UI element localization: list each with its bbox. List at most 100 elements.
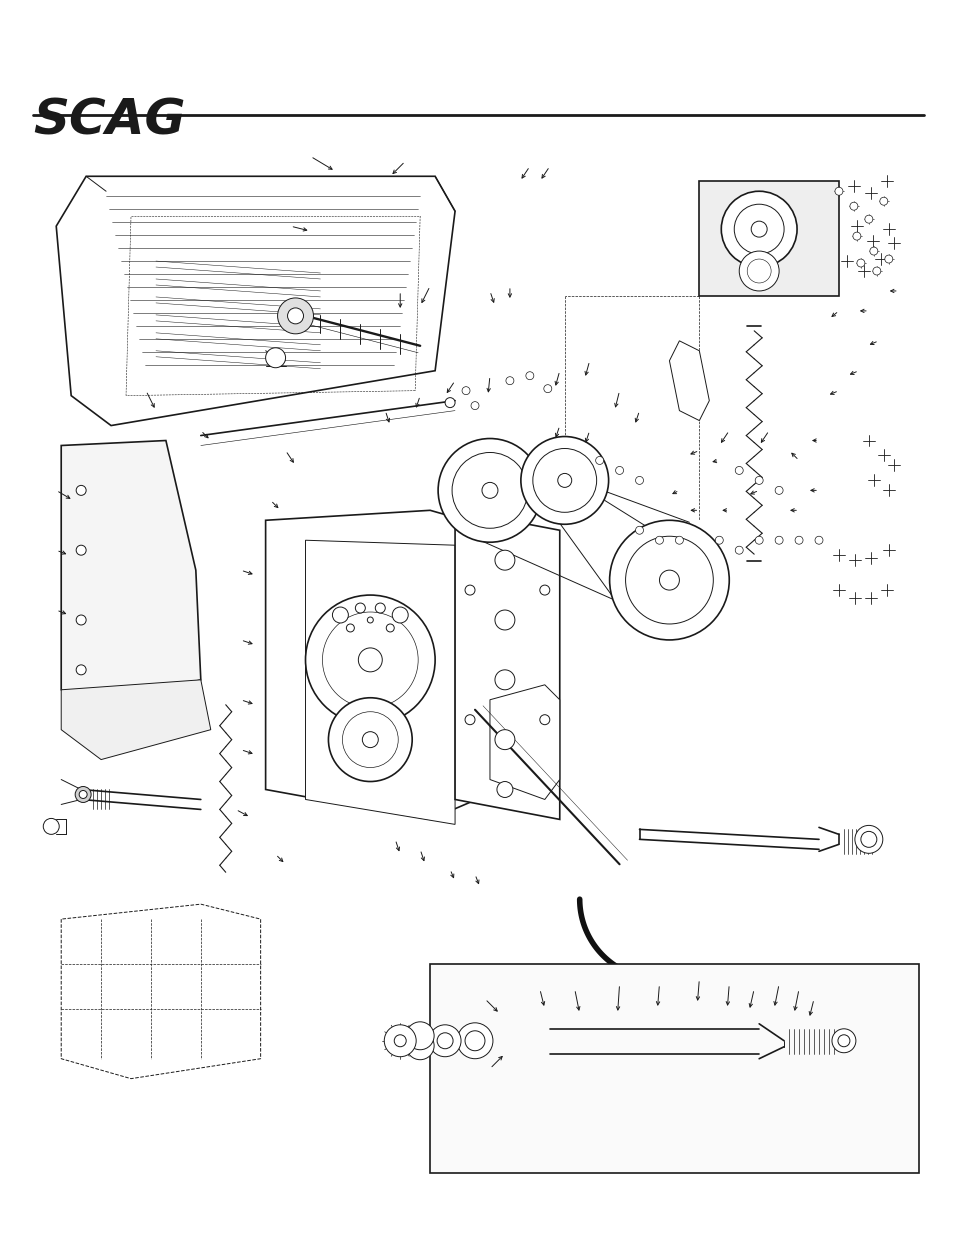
Circle shape bbox=[332, 608, 348, 622]
Polygon shape bbox=[455, 510, 559, 819]
Circle shape bbox=[558, 473, 571, 488]
Circle shape bbox=[375, 603, 385, 613]
Circle shape bbox=[525, 372, 534, 379]
Circle shape bbox=[794, 536, 802, 545]
Polygon shape bbox=[305, 540, 455, 825]
Circle shape bbox=[635, 526, 643, 535]
Circle shape bbox=[715, 536, 722, 545]
Circle shape bbox=[481, 483, 497, 499]
Circle shape bbox=[539, 585, 549, 595]
Polygon shape bbox=[61, 904, 260, 1078]
Circle shape bbox=[392, 608, 408, 622]
Circle shape bbox=[831, 1029, 855, 1052]
Circle shape bbox=[456, 1023, 493, 1058]
Circle shape bbox=[328, 698, 412, 782]
Circle shape bbox=[720, 191, 796, 267]
Circle shape bbox=[471, 401, 478, 410]
Circle shape bbox=[856, 259, 864, 267]
Circle shape bbox=[655, 536, 662, 545]
Circle shape bbox=[362, 731, 378, 747]
Circle shape bbox=[358, 648, 382, 672]
Circle shape bbox=[76, 485, 86, 495]
Circle shape bbox=[755, 477, 762, 484]
Circle shape bbox=[437, 438, 541, 542]
Circle shape bbox=[76, 664, 86, 674]
Circle shape bbox=[775, 487, 782, 494]
Circle shape bbox=[495, 610, 515, 630]
Circle shape bbox=[495, 730, 515, 750]
Circle shape bbox=[436, 1032, 453, 1049]
Circle shape bbox=[76, 545, 86, 556]
Circle shape bbox=[342, 711, 397, 768]
Circle shape bbox=[406, 1021, 434, 1050]
Circle shape bbox=[505, 377, 514, 384]
Circle shape bbox=[75, 787, 91, 803]
Circle shape bbox=[367, 618, 373, 622]
Circle shape bbox=[386, 624, 394, 632]
Circle shape bbox=[879, 198, 887, 205]
Circle shape bbox=[277, 298, 314, 333]
Circle shape bbox=[322, 613, 417, 708]
Circle shape bbox=[849, 203, 857, 210]
Circle shape bbox=[287, 308, 303, 324]
Bar bbox=[430, 965, 918, 1173]
Polygon shape bbox=[61, 679, 211, 760]
Circle shape bbox=[79, 790, 87, 799]
Circle shape bbox=[520, 436, 608, 525]
Circle shape bbox=[872, 267, 880, 275]
Circle shape bbox=[750, 221, 766, 237]
Circle shape bbox=[497, 782, 513, 798]
Polygon shape bbox=[265, 510, 499, 819]
Circle shape bbox=[305, 595, 435, 725]
Circle shape bbox=[43, 819, 59, 835]
Circle shape bbox=[464, 585, 475, 595]
Circle shape bbox=[735, 467, 742, 474]
Circle shape bbox=[355, 603, 365, 613]
Circle shape bbox=[346, 624, 354, 632]
Circle shape bbox=[837, 1035, 849, 1047]
Circle shape bbox=[445, 398, 455, 408]
Circle shape bbox=[635, 477, 643, 484]
Polygon shape bbox=[669, 341, 709, 421]
Circle shape bbox=[461, 387, 470, 395]
Circle shape bbox=[739, 251, 779, 291]
Circle shape bbox=[814, 536, 822, 545]
Circle shape bbox=[533, 448, 596, 513]
Circle shape bbox=[394, 1035, 406, 1047]
Circle shape bbox=[452, 452, 527, 529]
Circle shape bbox=[595, 457, 603, 464]
Circle shape bbox=[735, 546, 742, 555]
Text: SCAG: SCAG bbox=[33, 96, 186, 144]
Circle shape bbox=[852, 232, 860, 240]
Circle shape bbox=[883, 256, 892, 263]
Circle shape bbox=[625, 536, 713, 624]
Circle shape bbox=[495, 669, 515, 690]
Polygon shape bbox=[61, 441, 200, 710]
Circle shape bbox=[543, 384, 551, 393]
Circle shape bbox=[834, 188, 842, 195]
Circle shape bbox=[265, 348, 285, 368]
Circle shape bbox=[539, 715, 549, 725]
Circle shape bbox=[429, 1025, 460, 1057]
Circle shape bbox=[464, 715, 475, 725]
Circle shape bbox=[609, 520, 728, 640]
Circle shape bbox=[860, 831, 876, 847]
Polygon shape bbox=[56, 177, 455, 426]
Circle shape bbox=[864, 215, 872, 224]
Circle shape bbox=[615, 467, 623, 474]
Circle shape bbox=[659, 571, 679, 590]
Circle shape bbox=[675, 536, 682, 545]
Circle shape bbox=[406, 1031, 434, 1060]
Circle shape bbox=[76, 615, 86, 625]
Circle shape bbox=[755, 536, 762, 545]
Circle shape bbox=[869, 247, 877, 256]
Circle shape bbox=[775, 536, 782, 545]
Polygon shape bbox=[699, 182, 838, 296]
Circle shape bbox=[854, 825, 882, 853]
Circle shape bbox=[734, 204, 783, 254]
Circle shape bbox=[464, 1031, 484, 1051]
Circle shape bbox=[495, 551, 515, 571]
Circle shape bbox=[384, 1025, 416, 1057]
Polygon shape bbox=[490, 684, 559, 799]
Circle shape bbox=[746, 259, 770, 283]
